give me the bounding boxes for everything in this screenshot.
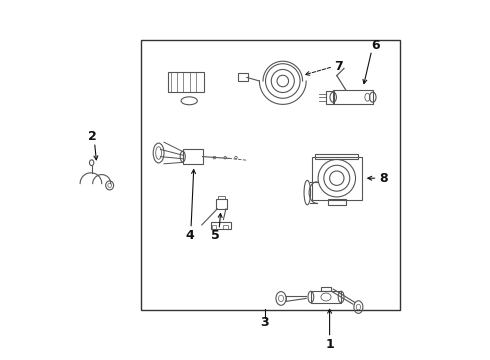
Bar [183,149,202,164]
Bar [315,154,358,159]
Text: 7: 7 [334,60,343,73]
Bar [212,225,216,229]
Bar [320,287,331,291]
Bar [216,199,227,209]
Bar [168,72,204,92]
Bar [141,40,400,310]
Text: 6: 6 [371,39,380,51]
Bar [223,225,228,229]
Text: 1: 1 [325,338,334,351]
Bar [328,199,346,205]
Bar [238,73,248,81]
Bar [218,196,225,199]
Text: 5: 5 [211,229,220,242]
Bar [312,157,362,200]
Text: 8: 8 [379,172,388,185]
Bar [211,222,231,229]
Bar [326,91,334,104]
Bar [333,90,373,104]
Text: 2: 2 [88,130,97,143]
Text: 3: 3 [261,316,269,329]
Bar [311,291,341,303]
Text: 4: 4 [186,229,195,242]
